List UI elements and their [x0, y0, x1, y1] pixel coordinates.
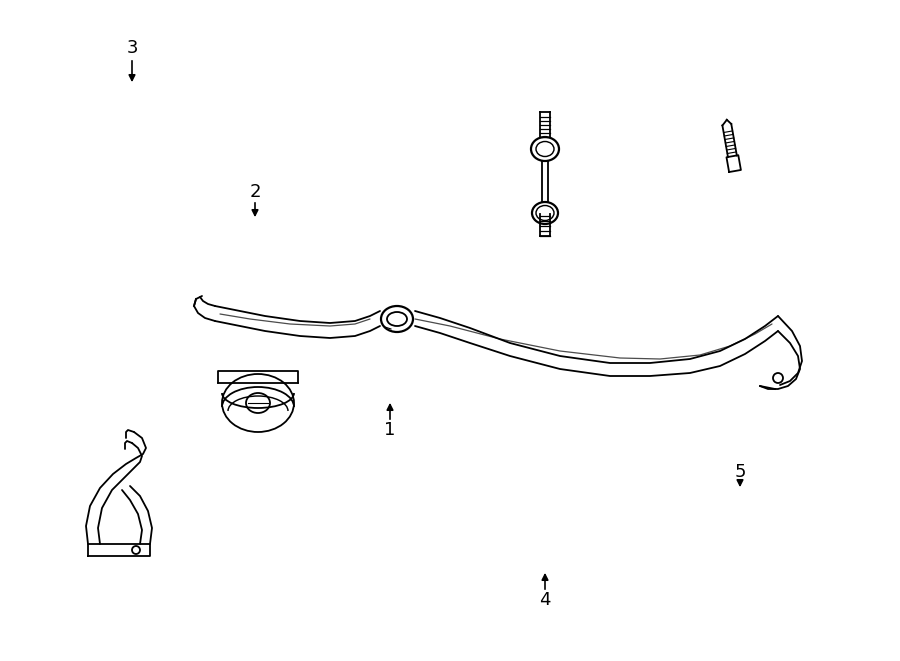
Text: 5: 5 — [734, 463, 746, 481]
Text: 1: 1 — [384, 421, 396, 439]
Text: 3: 3 — [126, 39, 138, 57]
Text: 2: 2 — [249, 183, 261, 201]
Text: 4: 4 — [539, 591, 551, 609]
